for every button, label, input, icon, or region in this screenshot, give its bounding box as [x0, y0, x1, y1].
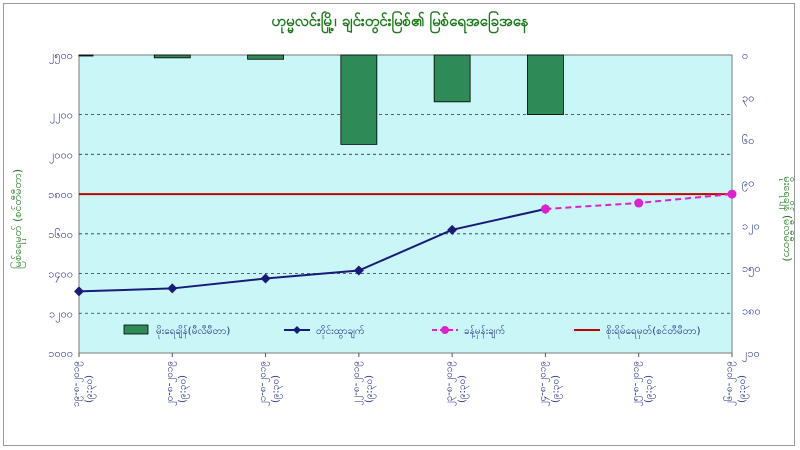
- legend-label: ခန့်မှန်းချက်: [464, 324, 505, 339]
- y-tick-left-label: ၂၂၀၀: [50, 109, 73, 124]
- y-tick-left-label: ၁၈၀၀: [48, 188, 73, 201]
- x-tick-label-date: ၂၄-၈-၂၀၁၉: [537, 361, 550, 406]
- plot-area: [78, 54, 733, 354]
- x-tick-label-date: ၁၉-၈-၂၀၁၉: [71, 361, 84, 407]
- y-tick-left-label: ၁၆၀၀: [48, 228, 73, 241]
- legend-swatch-bar: [123, 324, 149, 335]
- forecast-point: [540, 204, 550, 214]
- chart-frame: ၁၀၀၀ ၁၂၀၀ ၁၄၀၀ ၁၆၀၀ ၁၈၀၀ ၂၀၀၀ ၂၂၀၀ ၂၅၀၀ ၀၃၀၆၀၉၀…: [3, 3, 795, 446]
- x-tick-label-date: ၂၂-၈-၂၀၁၉: [351, 361, 364, 406]
- y-axis-left-title: မြစ်ရေမှတ် (စင်တီမီတာ): [10, 169, 26, 269]
- x-tick-label-time: (၉:၃၀): [271, 375, 284, 403]
- rainfall-bar: [153, 54, 191, 59]
- y-tick-left-label: ၁၂၀၀: [49, 307, 73, 322]
- y-tick-right-label: ၁၅၀: [742, 262, 761, 277]
- x-tick-label: ၁၉-၈-၂၀၁၉ (၉:၃၀): [71, 361, 97, 407]
- y-tick-left-label: ၁၀၀၀: [48, 347, 73, 360]
- measured-point: [167, 283, 178, 294]
- x-tick-label-time: (၉:၃၀): [550, 375, 563, 403]
- x-tick-label: ၂၂-၈-၂၀၁၉ (၉:၃၀): [351, 361, 377, 406]
- rainfall-bar: [433, 54, 471, 103]
- rainfall-bar: [527, 54, 564, 115]
- x-tick-label-time: (၉:၃၀): [364, 375, 377, 403]
- legend-label: စိုးရိမ်ရေမှတ်(စင်တီမီတာ): [606, 324, 701, 339]
- y-tick-right-label: ၁၂၀: [742, 219, 760, 234]
- x-tick-label-time: (၉:၃၀): [177, 375, 190, 403]
- x-tick-label: ၂၅-၈-၂၀၁၉ (၉:၃၀): [631, 361, 657, 406]
- x-tick-label-date: ၂၁-၈-၂၀၁၉: [258, 361, 271, 406]
- y-tick-right-label: ၃၀: [742, 92, 754, 107]
- measured-level-line: [78, 207, 546, 293]
- y-tick-left-label: ၁၄၀၀: [48, 268, 73, 283]
- x-tick-label: ၂၃-၈-၂၀၁၉ (၉:၃၀): [444, 361, 470, 406]
- chart-title: ဟုမ္မလင်းမြို့၊ ချင်းတွင်းမြစ်၏ မြစ်ရေအခ…: [271, 10, 529, 34]
- measured-point: [353, 265, 364, 276]
- rainfall-bar: [247, 54, 284, 60]
- x-tick-label-date: ၂၀-၈-၂၀၁၉: [164, 361, 177, 406]
- legend-label: တိုင်းထွာချက်: [316, 324, 365, 339]
- y-tick-left-label: ၂၀၀၀: [49, 148, 73, 163]
- x-tick-label: ၂၄-၈-၂၀၁၉ (၉:၃၀): [537, 361, 563, 406]
- measured-point: [260, 273, 271, 284]
- forecast-point: [727, 189, 737, 199]
- x-tick-label-time: (၉:၃၀): [84, 375, 97, 403]
- x-tick-label: ၂၀-၈-၂၀၁၉ (၉:၃၀): [164, 361, 190, 406]
- y-axis-right-title: မိုးရေချိန် (မီလီမီတာ): [779, 176, 794, 261]
- legend-marker: [441, 326, 449, 334]
- x-tick-label-date: ၂၅-၈-၂၀၁၉: [631, 361, 644, 406]
- measured-point: [74, 286, 84, 297]
- y-tick-right-label: ၆၀: [742, 134, 754, 147]
- measured-point: [447, 224, 458, 235]
- x-tick-label: ၂၁-၈-၂၀၁၉ (၉:၃၀): [258, 361, 284, 406]
- rainfall-bar: [340, 54, 378, 145]
- y-tick-right-label: ၁၈၀: [742, 304, 761, 317]
- x-tick-label-time: (၉:၃၀): [737, 375, 750, 403]
- y-tick-right-label: ၉၀: [742, 177, 754, 192]
- x-tick-label: ၂၆-၈-၂၀၁၉ (၉:၃၀): [722, 361, 750, 406]
- y-tick-right-label: ၂၁၀: [742, 347, 760, 362]
- y-tick-left-label: ၂၅၀၀: [49, 49, 73, 64]
- x-tick-label-date: ၂၆-၈-၂၀၁၉: [722, 361, 737, 406]
- y-tick-right-label: ၀: [742, 49, 748, 62]
- legend-marker: [293, 326, 301, 334]
- water-level-chart: ၁၀၀၀ ၁၂၀၀ ၁၄၀၀ ၁၆၀၀ ၁၈၀၀ ၂၀၀၀ ၂၂၀၀ ၂၅၀၀ ၀၃၀၆၀၉၀…: [10, 10, 794, 407]
- rainfall-bar: [78, 54, 94, 57]
- legend-label: မိုးရေချိန်(မီလီမီတာ): [156, 324, 230, 339]
- x-tick-label-time: (၉:၃၀): [457, 375, 470, 403]
- forecast-point: [634, 198, 644, 208]
- x-tick-label-date: ၂၃-၈-၂၀၁၉: [444, 361, 457, 406]
- x-tick-label-time: (၉:၃၀): [644, 375, 657, 403]
